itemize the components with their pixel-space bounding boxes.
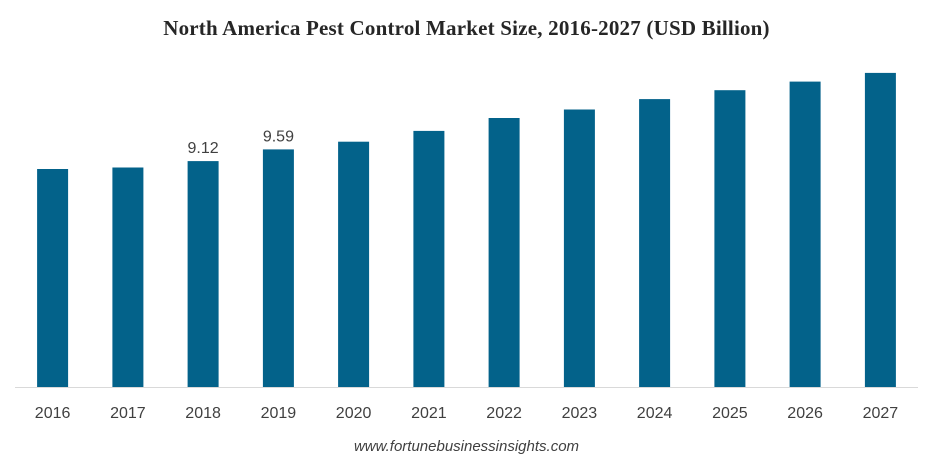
x-tick-label-2025: 2025	[712, 405, 748, 422]
x-axis-tick-labels: 2016 2017 2018 2019 2020 2021 2022 2023 2024 2025…	[35, 405, 898, 422]
data-label-2019: 9.59	[263, 128, 294, 145]
x-tick-label-2019: 2019	[261, 405, 297, 422]
bar-2026	[789, 81, 821, 387]
bar-2016	[37, 169, 69, 387]
data-label-2018: 9.12	[188, 140, 219, 157]
x-tick-label-2026: 2026	[787, 405, 823, 422]
x-tick-label-2027: 2027	[863, 405, 899, 422]
source-note: www.fortunebusinessinsights.com	[353, 438, 580, 455]
bar-2017	[112, 167, 144, 387]
bar-2027	[864, 72, 896, 388]
x-tick-label-2022: 2022	[486, 405, 522, 422]
bar-2018	[187, 161, 219, 387]
x-tick-label-2016: 2016	[35, 405, 71, 422]
data-labels-layer: 9.12 9.59	[188, 128, 295, 157]
bar-2024	[639, 99, 671, 387]
bar-2019	[262, 149, 294, 387]
x-tick-label-2024: 2024	[637, 405, 673, 422]
bar-2020	[338, 141, 370, 387]
bars-layer	[37, 72, 896, 388]
bar-2025	[714, 90, 746, 387]
x-tick-label-2017: 2017	[110, 405, 146, 422]
chart-title: North America Pest Control Market Size, …	[163, 16, 770, 40]
x-tick-label-2020: 2020	[336, 405, 372, 422]
bar-2021	[413, 130, 445, 387]
x-tick-label-2018: 2018	[185, 405, 221, 422]
x-tick-label-2021: 2021	[411, 405, 447, 422]
bar-2022	[488, 118, 520, 387]
x-tick-label-2023: 2023	[562, 405, 598, 422]
bar-2023	[563, 109, 595, 387]
